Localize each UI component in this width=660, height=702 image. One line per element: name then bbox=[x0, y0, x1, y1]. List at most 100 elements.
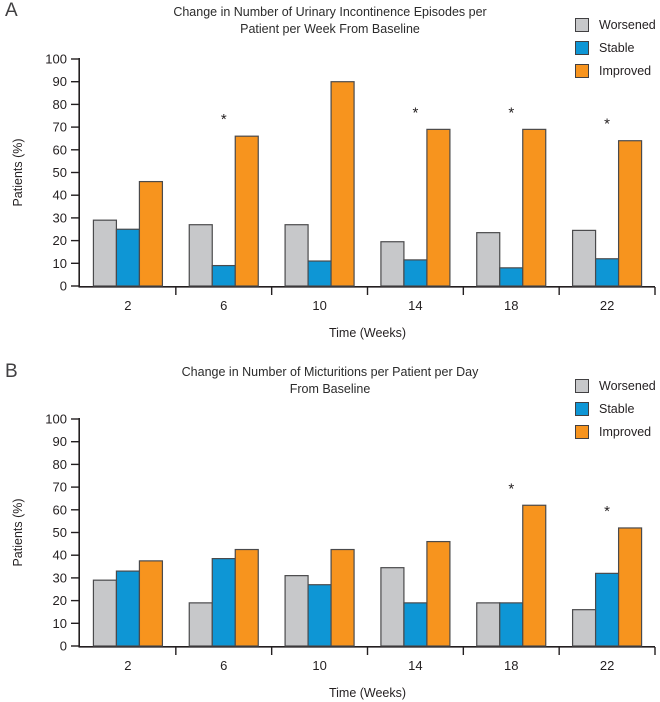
bar-worsened bbox=[92, 219, 118, 287]
y-tick-label: 60 bbox=[53, 502, 67, 517]
x-category-label: 22 bbox=[600, 658, 614, 673]
bar-worsened bbox=[92, 579, 118, 647]
chart-title-line2: Patient per Week From Baseline bbox=[240, 21, 420, 36]
stable-swatch-icon bbox=[575, 41, 589, 55]
bar-improved bbox=[330, 81, 355, 287]
x-category-label: 6 bbox=[220, 298, 227, 313]
bar-improved bbox=[330, 548, 355, 647]
improved-swatch-icon bbox=[575, 64, 589, 78]
bar-improved bbox=[426, 540, 451, 647]
panel-letter: B bbox=[5, 361, 18, 382]
legend-label-worsened: Worsened bbox=[599, 18, 656, 32]
bar-stable bbox=[403, 602, 428, 647]
bar-worsened bbox=[188, 224, 213, 287]
legend-label-improved: Improved bbox=[599, 64, 652, 78]
y-tick-label: 70 bbox=[53, 480, 67, 495]
bar-improved bbox=[234, 135, 259, 287]
x-axis-title: Time (Weeks) bbox=[329, 686, 406, 700]
y-axis-title: Patients (%) bbox=[11, 498, 25, 566]
y-tick-label: 0 bbox=[60, 279, 67, 294]
bar-worsened bbox=[284, 224, 309, 287]
bar-worsened bbox=[571, 229, 597, 287]
significance-asterisk: * bbox=[604, 503, 610, 520]
legend: Worsened Stable Improved bbox=[575, 379, 656, 448]
bar-improved bbox=[138, 180, 164, 287]
improved-swatch-icon bbox=[575, 425, 589, 439]
legend-item-stable: Stable bbox=[575, 41, 656, 55]
bar-stable bbox=[594, 572, 620, 647]
x-category-label: 2 bbox=[124, 298, 131, 313]
bar-worsened bbox=[380, 567, 405, 647]
y-tick-label: 90 bbox=[53, 434, 67, 449]
bar-stable bbox=[499, 267, 524, 287]
x-category-label: 2 bbox=[124, 658, 131, 673]
bar-improved bbox=[234, 548, 259, 647]
bar-improved bbox=[522, 128, 547, 287]
bar-improved bbox=[522, 504, 547, 647]
y-tick-label: 30 bbox=[53, 570, 67, 585]
x-category-label: 22 bbox=[600, 298, 614, 313]
bar-worsened bbox=[476, 232, 501, 287]
bar-worsened bbox=[571, 609, 597, 647]
y-tick-label: 70 bbox=[53, 120, 67, 135]
legend-item-worsened: Worsened bbox=[575, 379, 656, 393]
bar-improved bbox=[617, 527, 643, 647]
bar-worsened bbox=[380, 241, 405, 287]
legend: Worsened Stable Improved bbox=[575, 18, 656, 87]
x-category-label: 10 bbox=[312, 658, 326, 673]
y-tick-label: 80 bbox=[53, 457, 67, 472]
y-tick-label: 10 bbox=[53, 616, 67, 631]
chart-title: Change in Number of Micturitions per Pat… bbox=[80, 364, 580, 397]
legend-label-improved: Improved bbox=[599, 425, 652, 439]
bar-worsened bbox=[284, 575, 309, 647]
stable-swatch-icon bbox=[575, 402, 589, 416]
y-tick-label: 40 bbox=[53, 548, 67, 563]
chart-title: Change in Number of Urinary Incontinence… bbox=[80, 4, 580, 37]
y-axis-title: Patients (%) bbox=[11, 138, 25, 206]
worsened-swatch-icon bbox=[575, 379, 589, 393]
bar-improved bbox=[138, 560, 164, 647]
plot-area-a: 0 10 20 30 40 50 60 70 80 90 100 2 6 * 10 14 * 18 * 22 * Time… bbox=[11, 52, 656, 340]
bar-worsened bbox=[188, 602, 213, 647]
worsened-swatch-icon bbox=[575, 18, 589, 32]
y-tick-label: 50 bbox=[53, 165, 67, 180]
chart-title-line2: From Baseline bbox=[289, 381, 371, 396]
x-category-label: 18 bbox=[504, 298, 518, 313]
legend-label-worsened: Worsened bbox=[599, 379, 656, 393]
legend-label-stable: Stable bbox=[599, 41, 635, 55]
legend-item-stable: Stable bbox=[575, 402, 656, 416]
x-category-label: 10 bbox=[312, 298, 326, 313]
bar-stable bbox=[499, 602, 524, 647]
legend-item-improved: Improved bbox=[575, 425, 656, 439]
y-tick-label: 80 bbox=[53, 97, 67, 112]
y-tick-label: 50 bbox=[53, 525, 67, 540]
bar-stable bbox=[211, 558, 236, 647]
significance-asterisk: * bbox=[508, 480, 514, 497]
y-tick-label: 10 bbox=[53, 256, 67, 271]
y-tick-label: 30 bbox=[53, 210, 67, 225]
bar-stable bbox=[403, 259, 428, 287]
y-tick-label: 40 bbox=[53, 188, 67, 203]
significance-asterisk: * bbox=[508, 104, 514, 121]
bar-stable bbox=[211, 264, 236, 287]
chart-title-line1: Change in Number of Micturitions per Pat… bbox=[181, 365, 479, 379]
bar-stable bbox=[115, 228, 141, 287]
y-tick-label: 0 bbox=[60, 639, 67, 654]
chart-title-line1: Change in Number of Urinary Incontinence… bbox=[173, 5, 487, 19]
legend-item-worsened: Worsened bbox=[575, 18, 656, 32]
y-tick-label: 20 bbox=[53, 233, 67, 248]
significance-asterisk: * bbox=[604, 116, 610, 133]
x-category-label: 18 bbox=[504, 658, 518, 673]
y-tick-label: 90 bbox=[53, 74, 67, 89]
y-tick-label: 20 bbox=[53, 593, 67, 608]
significance-asterisk: * bbox=[221, 111, 227, 128]
chart-panel-b: B Change in Number of Micturitions per P… bbox=[0, 351, 660, 702]
chart-panel-a: A Change in Number of Urinary Incontinen… bbox=[5, 0, 656, 340]
bar-stable bbox=[594, 258, 620, 287]
bar-improved bbox=[617, 140, 643, 287]
x-category-label: 14 bbox=[408, 658, 422, 673]
x-axis-title: Time (Weeks) bbox=[329, 326, 406, 340]
bar-improved bbox=[426, 128, 451, 287]
legend-item-improved: Improved bbox=[575, 64, 656, 78]
bar-stable bbox=[307, 260, 332, 287]
